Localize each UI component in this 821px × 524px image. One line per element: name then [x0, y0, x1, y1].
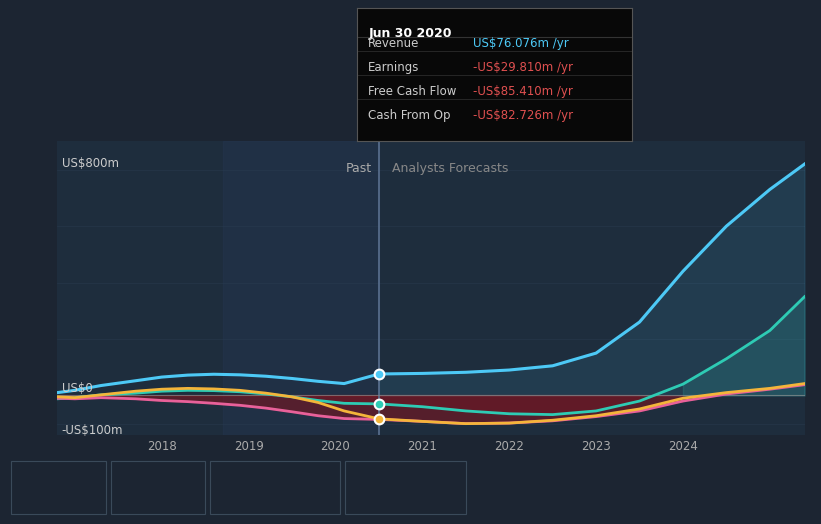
- Text: Jun 30 2020: Jun 30 2020: [368, 27, 452, 40]
- Text: ●: ●: [120, 481, 131, 494]
- Text: Earnings: Earnings: [137, 481, 189, 494]
- Text: Analysts Forecasts: Analysts Forecasts: [392, 162, 508, 175]
- Text: Free Cash Flow: Free Cash Flow: [368, 85, 456, 99]
- Text: Past: Past: [346, 162, 372, 175]
- Text: US$76.076m /yr: US$76.076m /yr: [473, 37, 568, 50]
- Text: Cash From Op: Cash From Op: [371, 481, 453, 494]
- Text: -US$85.410m /yr: -US$85.410m /yr: [473, 85, 572, 99]
- Text: ●: ●: [21, 481, 32, 494]
- Text: Revenue: Revenue: [368, 37, 420, 50]
- Bar: [222, 141, 379, 435]
- Text: -US$29.810m /yr: -US$29.810m /yr: [473, 61, 573, 74]
- Text: US$0: US$0: [62, 382, 93, 395]
- Text: Free Cash Flow: Free Cash Flow: [236, 481, 325, 494]
- Text: Earnings: Earnings: [368, 61, 420, 74]
- Text: ●: ●: [354, 481, 365, 494]
- Text: -US$100m: -US$100m: [62, 423, 123, 436]
- Text: US$800m: US$800m: [62, 157, 119, 170]
- Text: Revenue: Revenue: [38, 481, 89, 494]
- Text: Cash From Op: Cash From Op: [368, 110, 451, 123]
- Text: ●: ●: [219, 481, 231, 494]
- Text: -US$82.726m /yr: -US$82.726m /yr: [473, 110, 573, 123]
